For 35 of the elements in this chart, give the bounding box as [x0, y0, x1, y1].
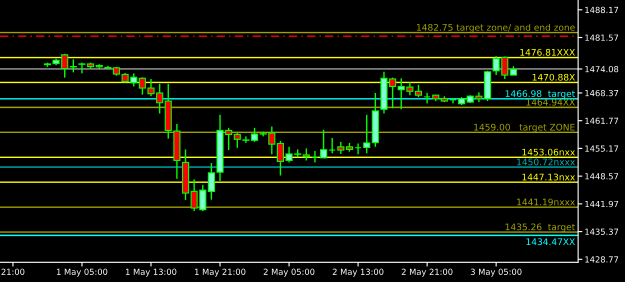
ref-line-label: 1434.47XX: [526, 238, 575, 246]
ref-line-label: 1464.94XX: [526, 98, 575, 106]
candlestick: [320, 129, 328, 159]
ref-line-label: 1441.19nxxx: [517, 198, 575, 206]
candlestick: [354, 142, 362, 155]
ref-line-label: 1476.81XXX: [520, 48, 575, 56]
y-tick-label: 1481.57: [585, 34, 618, 41]
ref-line-label: 1470.88X: [532, 74, 575, 81]
ref-line-label: 1466.98 target: [506, 90, 576, 99]
x-tick-label: 2 May 13:00: [332, 268, 384, 277]
x-tick-label: 1 May 05:00: [56, 268, 108, 277]
ref-line-label: 1447.13nxx: [522, 174, 575, 180]
ref-line-label: 1459.00 target ZONE: [474, 124, 575, 132]
candlestick: [328, 137, 336, 154]
y-tick-label: 1441.97: [585, 200, 618, 208]
y-tick-label: 1461.77: [585, 118, 618, 124]
ref-line-label: 1482.75 target zone/ and end zone: [416, 24, 575, 33]
x-tick-label: 21:00: [2, 268, 24, 275]
x-tick-label: 1 May 21:00: [195, 268, 246, 277]
ref-line-label: 1453.06nxx: [522, 148, 575, 156]
y-tick-label: 1488.17: [585, 6, 618, 14]
x-tick-label: 1 May 13:00: [126, 268, 176, 277]
y-tick-label: 1455.17: [585, 146, 618, 152]
y-tick-label: 1474.08: [585, 66, 618, 72]
candlestick: [424, 92, 431, 104]
candlestick: [311, 150, 319, 164]
y-tick-label: 1428.77: [585, 256, 618, 263]
y-tick-label: 1448.57: [585, 173, 618, 180]
ref-line-label: 1450.72nxxx: [517, 158, 575, 166]
y-tick-label: 1468.37: [585, 90, 618, 96]
ref-line-label: 1435.26 target: [506, 223, 576, 232]
x-tick-label: 2 May 21:00: [402, 268, 452, 277]
y-tick-label: 1435.37: [585, 228, 618, 235]
x-tick-label: 3 May 05:00: [470, 268, 522, 277]
x-tick-label: 2 May 05:00: [264, 268, 314, 277]
